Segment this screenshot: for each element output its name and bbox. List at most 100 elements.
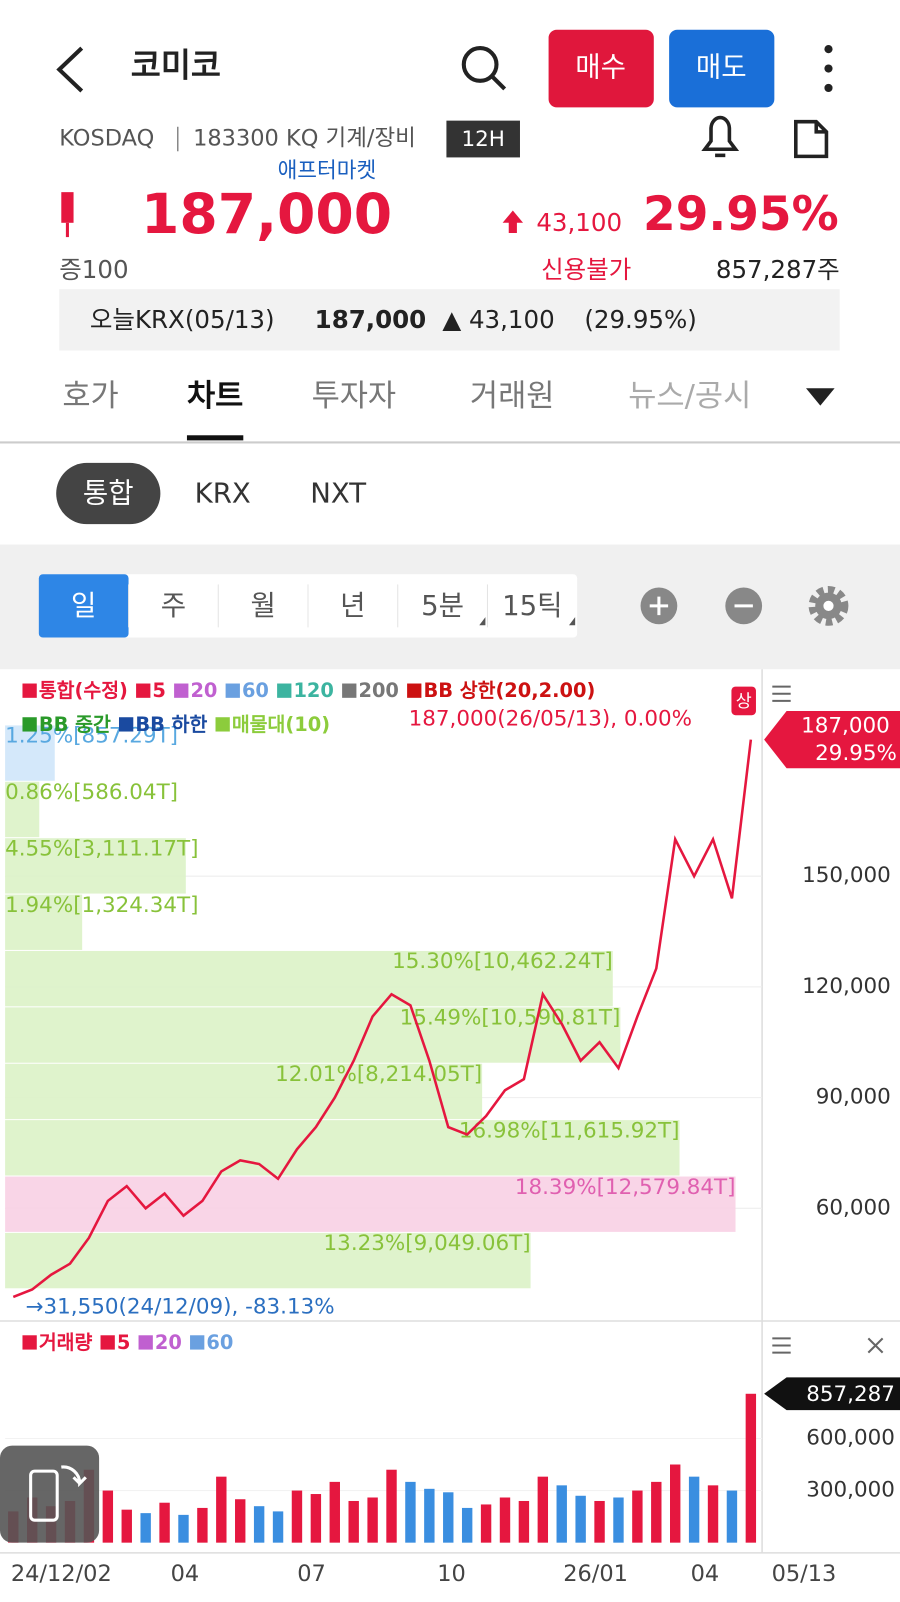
volume-bar <box>367 1497 378 1543</box>
legend-label: 5 <box>152 679 166 702</box>
alarm-button[interactable] <box>701 115 740 158</box>
float-button-bg <box>0 1445 100 1543</box>
zoom-in[interactable] <box>640 587 678 625</box>
volume-menu[interactable] <box>772 1337 791 1354</box>
dot <box>824 45 833 54</box>
volume-bar <box>348 1500 359 1543</box>
period-tab[interactable]: 5분 <box>421 589 464 622</box>
volume-profile-label: 18.39%[12,579.84T] <box>515 1175 736 1200</box>
market-tab[interactable]: NXT <box>310 477 366 510</box>
volume-total: 857,287주 <box>716 255 840 284</box>
tab-more[interactable] <box>806 388 835 406</box>
volume-legend-label: 60 <box>206 1331 233 1354</box>
volume-bar <box>424 1488 435 1543</box>
volume-legend-label: 5 <box>117 1331 131 1354</box>
tab[interactable]: 뉴스/공시 <box>628 379 751 414</box>
volume-profile-label: 0.86%[586.04T] <box>5 780 178 805</box>
volume-bar <box>329 1481 340 1543</box>
search-button[interactable] <box>461 46 507 91</box>
volume-profile-bar <box>5 950 613 1007</box>
price-tag-rate: 29.95% <box>815 741 897 766</box>
y-tick-label: 120,000 <box>802 974 891 999</box>
volume-bar <box>291 1490 303 1543</box>
volume-profile-bar <box>5 894 83 950</box>
market-tab-active <box>56 462 161 525</box>
buy-label: 매수 <box>575 51 626 84</box>
period-tab[interactable]: 15틱 <box>502 589 562 622</box>
volume-legend-swatch <box>138 1335 153 1350</box>
legend-swatch <box>277 683 292 698</box>
legend-swatch <box>174 683 189 698</box>
sell-label: 매도 <box>696 51 747 84</box>
zoom-out[interactable] <box>725 587 763 625</box>
tab[interactable]: 거래원 <box>470 379 555 414</box>
zoom-in-icon <box>649 596 669 616</box>
y-tick-label: 60,000 <box>816 1195 891 1220</box>
period-tabs: 일 주 월 년 5분 15틱 <box>38 574 576 638</box>
legend-label: 매물대(10) <box>232 713 330 736</box>
volume-bar <box>178 1514 189 1543</box>
volume-bar <box>499 1497 511 1543</box>
menu-icon <box>772 1337 791 1354</box>
volume-tick-label: 300,000 <box>806 1478 895 1503</box>
limit-badge <box>731 686 756 716</box>
market-tab[interactable]: 통합 <box>83 477 134 510</box>
market: KOSDAQ <box>59 126 154 152</box>
volume-profile-bar <box>5 1007 621 1063</box>
period-tab[interactable]: 년 <box>340 589 365 622</box>
period-dropdown <box>569 617 576 626</box>
period-dropdown <box>479 617 486 626</box>
period-tab[interactable]: 월 <box>250 589 275 622</box>
volume-bar <box>140 1513 151 1543</box>
dot <box>824 83 833 93</box>
up-arrow <box>502 210 524 234</box>
limit-badge-label: 상 <box>736 692 752 712</box>
volume-bar <box>518 1500 530 1543</box>
legend-swatch <box>407 683 422 698</box>
legend-swatch <box>342 683 357 698</box>
tab[interactable]: 호가 <box>62 379 118 414</box>
volume-bar <box>310 1494 322 1543</box>
back-button[interactable] <box>56 46 84 93</box>
memo-button[interactable] <box>794 119 829 159</box>
sell-button-bg <box>669 29 775 108</box>
volume-bar <box>443 1492 454 1543</box>
volume-bar <box>102 1490 114 1543</box>
volume-bar <box>216 1476 227 1543</box>
price-chart: 60,00090,000120,000150,0001.25%[857.29T]… <box>5 679 900 1587</box>
buy-button[interactable]: 매수 <box>548 29 654 108</box>
tab-bar: 호가 차트 투자자 거래원 뉴스/공시 <box>62 379 751 441</box>
sell-button[interactable]: 매도 <box>669 29 775 108</box>
credit-status: 신용불가 <box>541 255 631 284</box>
volume-profile-bar <box>5 1063 483 1120</box>
volume-profile-label: 1.94%[1,324.34T] <box>5 893 198 918</box>
market-tab[interactable]: KRX <box>195 477 251 510</box>
volume-legend-swatch <box>22 1335 37 1350</box>
volume-bar <box>632 1490 643 1543</box>
price-tag <box>764 711 900 769</box>
volume-close[interactable] <box>867 1337 884 1354</box>
tab[interactable]: 차트 <box>187 379 243 414</box>
more-button[interactable] <box>824 45 833 93</box>
volume-bar <box>386 1469 397 1543</box>
volume-profile-bar <box>5 838 186 894</box>
chart-menu[interactable] <box>772 685 791 702</box>
float-button[interactable] <box>0 1445 100 1543</box>
low-label: →31,550(24/12/09), -83.13% <box>26 1295 335 1320</box>
tab[interactable]: 투자자 <box>312 379 397 414</box>
settings[interactable] <box>808 585 849 626</box>
volume-bar <box>707 1485 719 1543</box>
current-price: 187,000 <box>141 183 392 247</box>
x-tick-label: 24/12/02 <box>11 1561 112 1587</box>
price-line <box>12 739 753 1299</box>
period-tab[interactable]: 일 <box>71 589 96 622</box>
x-tick-label: 07 <box>297 1561 326 1587</box>
volume-profile-label: 4.55%[3,111.17T] <box>5 836 198 861</box>
volume-bar <box>651 1481 662 1543</box>
price-change: 43,100 <box>536 208 622 237</box>
period-tab[interactable]: 주 <box>161 589 186 622</box>
legend-label: BB 상한(20,2.00) <box>423 679 595 702</box>
session-badge <box>446 120 520 158</box>
